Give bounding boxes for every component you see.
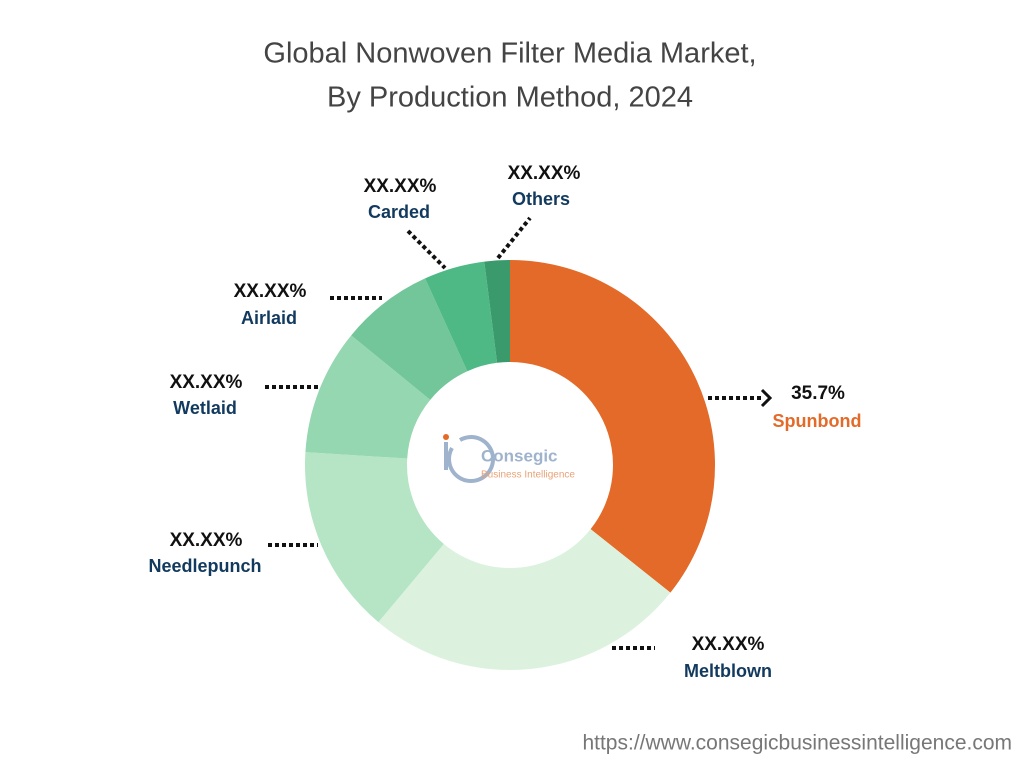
value-label: 35.7% (791, 383, 845, 404)
category-label: Spunbond (773, 411, 862, 431)
leader-line (406, 229, 447, 270)
donut-slice (510, 260, 715, 593)
leader-line (496, 216, 532, 260)
donut-slice (484, 260, 510, 363)
logo-icon (443, 434, 449, 440)
value-label: XX.XX% (234, 281, 307, 302)
category-label: Carded (368, 202, 430, 222)
donut-slice (351, 278, 468, 400)
chart-title: By Production Method, 2024 (327, 82, 693, 114)
category-label: Needlepunch (148, 556, 261, 576)
footer-url: https://www.consegicbusinessintelligence… (582, 732, 1012, 755)
logo-icon (447, 435, 496, 484)
value-label: XX.XX% (508, 163, 581, 184)
value-label: XX.XX% (692, 634, 765, 655)
donut-slice (378, 529, 671, 670)
leader-arrow (760, 388, 773, 408)
category-label: Wetlaid (173, 398, 237, 418)
donut-slice (305, 335, 431, 459)
donut-slice (425, 261, 498, 372)
value-label: XX.XX% (170, 530, 243, 551)
donut-slice (304, 452, 444, 623)
logo-name: Consegic (481, 446, 558, 465)
logo: Consegic Business Intelligence (443, 434, 575, 484)
value-label: XX.XX% (364, 176, 437, 197)
category-label: Others (512, 189, 570, 209)
category-label: Airlaid (241, 308, 297, 328)
category-label: Meltblown (684, 661, 772, 681)
logo-tagline: Business Intelligence (481, 470, 575, 481)
chart-title: Global Nonwoven Filter Media Market, (263, 38, 756, 70)
value-label: XX.XX% (170, 372, 243, 393)
